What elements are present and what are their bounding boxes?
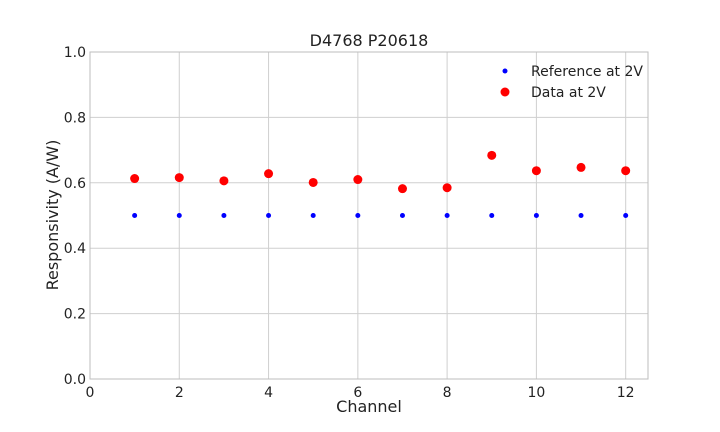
y-tick-label: 0.2 [64, 307, 86, 323]
y-tick-label: 0.6 [64, 176, 86, 192]
reference-point [623, 213, 629, 218]
y-tick-label: 0.0 [64, 372, 86, 388]
legend: Reference at 2V Data at 2V [500, 64, 643, 101]
legend-marker-reference [502, 68, 508, 74]
reference-point [578, 213, 584, 218]
x-tick-label: 4 [264, 385, 273, 401]
x-axis-ticks: 0 2 4 6 8 10 12 [86, 385, 635, 401]
plot-frame [89, 51, 649, 380]
reference-point [176, 213, 182, 218]
y-tick-label: 1.0 [64, 45, 86, 61]
x-axis-label: Channel [336, 397, 402, 416]
x-tick-label: 10 [527, 385, 545, 401]
reference-point [132, 213, 138, 218]
reference-point [533, 213, 539, 218]
data-point [576, 162, 586, 172]
x-tick-label: 2 [175, 385, 184, 401]
data-point [442, 183, 452, 193]
data-point [174, 173, 184, 183]
data-point [353, 175, 363, 185]
data-point [130, 174, 140, 184]
data-point [397, 184, 407, 194]
x-tick-label: 8 [443, 385, 452, 401]
reference-point [310, 213, 316, 218]
data-point [487, 150, 497, 160]
y-axis-ticks: 0.0 0.2 0.4 0.6 0.8 1.0 [64, 45, 86, 388]
legend-label-data: Data at 2V [531, 85, 606, 101]
data-point [219, 176, 229, 186]
data-point [531, 166, 541, 176]
x-tick-label: 6 [353, 385, 362, 401]
x-tick-label: 12 [617, 385, 635, 401]
reference-point [266, 213, 272, 218]
reference-point [355, 213, 361, 218]
reference-point [489, 213, 495, 218]
x-tick-label: 0 [86, 385, 95, 401]
y-axis-label: Responsivity (A/W) [43, 140, 62, 291]
legend-marker-data [500, 87, 510, 97]
reference-point [444, 213, 450, 218]
y-tick-label: 0.8 [64, 110, 86, 126]
reference-point [399, 213, 405, 218]
legend-label-reference: Reference at 2V [531, 64, 643, 80]
chart-title: D4768 P20618 [310, 31, 429, 50]
data-point [621, 166, 631, 176]
y-tick-label: 0.4 [64, 241, 86, 257]
reference-point [221, 213, 227, 218]
data-point [264, 169, 274, 179]
grid-lines [89, 51, 648, 380]
data-points [130, 150, 631, 218]
data-point [308, 177, 318, 187]
